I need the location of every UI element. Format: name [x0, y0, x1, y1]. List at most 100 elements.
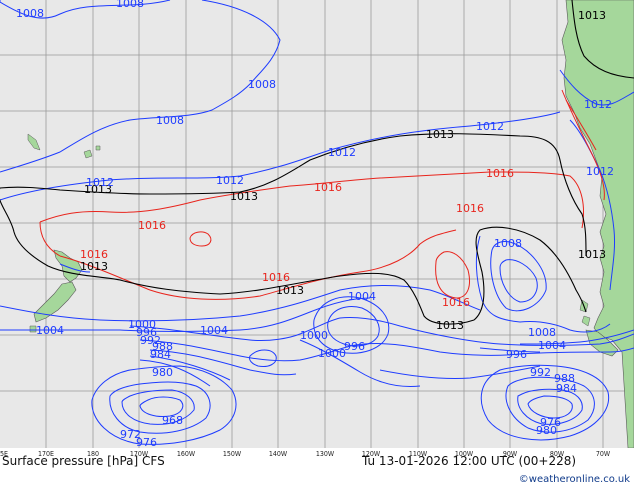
label-1004: 1004	[200, 324, 228, 337]
isobar-1012-right-top	[559, 69, 634, 106]
isobar-1016-small-loop	[189, 231, 212, 247]
label-1008: 1008	[116, 0, 144, 10]
isobar-984-south-low	[517, 388, 583, 425]
label-980: 980	[152, 366, 173, 379]
isobars-red	[39, 89, 605, 300]
isobar-1000-east-coast	[479, 347, 541, 353]
isobar-1004-inner-loop	[499, 259, 538, 303]
label-1013: 1013	[80, 260, 108, 273]
lon-label: 70W	[595, 450, 611, 458]
lon-label: 90W	[502, 450, 518, 458]
isobar-1008-inner-loop	[490, 241, 547, 312]
lon-label: 120W	[361, 450, 381, 458]
label-1016: 1016	[80, 248, 108, 261]
isobar-1012-chile	[569, 119, 615, 291]
map-title: Surface pressure [hPa] CFS	[2, 454, 165, 468]
label-1000: 1000	[300, 329, 328, 342]
pressure-map: 1013 1013 1013 1013 1013 1013 1013 1013 …	[0, 0, 634, 448]
isobar-1013	[0, 0, 634, 325]
isobar-992-arc	[149, 349, 297, 376]
isobar-1013-top-right	[571, 0, 634, 79]
isobar-1008-south-pacific	[475, 235, 611, 333]
isobar-1008-north	[0, 0, 171, 19]
isobars-blue	[0, 0, 634, 445]
label-1013: 1013	[578, 248, 606, 261]
label-996: 996	[344, 340, 365, 353]
isobar-1013-main	[0, 133, 587, 257]
label-1016: 1016	[442, 296, 470, 309]
ocean-background	[0, 0, 634, 448]
lon-label: 150W	[222, 450, 242, 458]
isobar-1016-south-edge	[59, 229, 457, 300]
isobar-1016-chile-inner	[565, 99, 597, 151]
footer-bar	[0, 448, 634, 490]
label-1012: 1012	[584, 98, 612, 111]
site-credit[interactable]: ©weatheronline.co.uk	[518, 474, 630, 485]
lon-label: 180	[86, 450, 100, 458]
isobar-1012-north	[0, 111, 561, 201]
label-1016: 1016	[486, 167, 514, 180]
isobar-labels: 1013 1013 1013 1013 1013 1013 1013 1013 …	[16, 0, 614, 448]
lon-label: 170E	[38, 450, 54, 458]
lon-label: 160W	[176, 450, 196, 458]
tierra-del-fuego	[585, 329, 619, 357]
isobar-1000-central-low	[327, 306, 380, 347]
label-988: 988	[152, 340, 173, 353]
label-996: 996	[506, 348, 527, 361]
label-1013: 1013	[84, 183, 112, 196]
label-1008: 1008	[16, 7, 44, 20]
label-1000: 1000	[318, 347, 346, 360]
lon-label: 140W	[268, 450, 288, 458]
label-988: 988	[554, 372, 575, 385]
isobar-992-south-low	[480, 364, 610, 441]
label-1012: 1012	[586, 165, 614, 178]
isobar-980-south-low	[527, 395, 573, 419]
isobar-1004-south-low	[379, 365, 541, 380]
isobar-988-south-low	[505, 376, 595, 433]
isobar-1004-east-coast	[519, 329, 634, 345]
label-968: 968	[162, 414, 183, 427]
label-1008: 1008	[248, 78, 276, 91]
isobar-1016-chile	[561, 89, 605, 201]
label-1012: 1012	[216, 174, 244, 187]
isobar-968-loop	[139, 396, 184, 417]
label-1013: 1013	[426, 128, 454, 141]
label-984: 984	[556, 382, 577, 395]
lon-label: 5E	[0, 450, 8, 458]
isobar-1008-west-arc	[0, 285, 481, 322]
lon-label: 170W	[129, 450, 149, 458]
graticule	[0, 0, 634, 448]
label-996: 996	[136, 326, 157, 339]
label-1013: 1013	[578, 9, 606, 22]
label-1016: 1016	[138, 219, 166, 232]
isobar-1004-west-arc	[0, 297, 371, 332]
isobar-1004-curve	[299, 339, 421, 387]
label-992: 992	[140, 334, 161, 347]
label-992: 992	[530, 366, 551, 379]
isobar-1016-main	[39, 171, 584, 229]
label-1016: 1016	[456, 202, 484, 215]
lon-label: 110W	[408, 450, 428, 458]
isobar-1012-nz	[59, 263, 91, 273]
isobar-976-loop	[109, 381, 211, 434]
lon-label: 130W	[315, 450, 335, 458]
isobar-988-arc	[149, 355, 231, 381]
lon-label: 80W	[549, 450, 565, 458]
isobar-1000-low-center	[249, 349, 277, 367]
label-972: 972	[120, 428, 141, 441]
south-america-land	[561, 0, 634, 448]
new-caledonia	[27, 133, 41, 151]
label-1012: 1012	[86, 176, 114, 189]
label-1012: 1012	[328, 146, 356, 159]
new-zealand-south-island	[33, 281, 77, 323]
isobar-1013-west-loop	[0, 188, 587, 325]
lon-label: 100W	[454, 450, 474, 458]
isobar-984-arc	[139, 359, 211, 387]
label-976: 976	[540, 416, 561, 429]
label-1013: 1013	[230, 190, 258, 203]
label-1004: 1004	[348, 290, 376, 303]
fiji-islands	[83, 145, 101, 159]
isobar-1004-central-low	[313, 296, 390, 354]
label-1004: 1004	[36, 324, 64, 337]
isobar-972-loop	[121, 389, 195, 425]
